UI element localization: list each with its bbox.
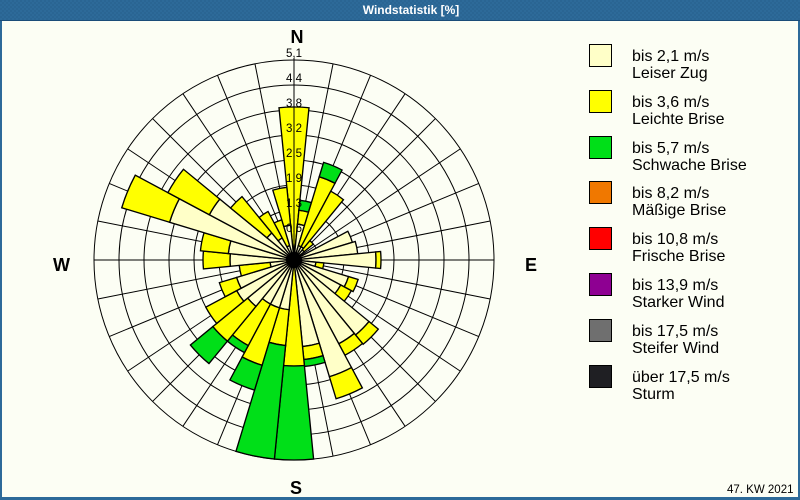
svg-text:0,6: 0,6 [286, 223, 302, 235]
svg-text:4,4: 4,4 [286, 73, 303, 85]
svg-text:1,3: 1,3 [286, 198, 302, 210]
svg-text:2,5: 2,5 [286, 148, 302, 160]
svg-text:1,9: 1,9 [286, 173, 302, 185]
svg-text:3,2: 3,2 [286, 123, 302, 135]
svg-text:3,8: 3,8 [286, 98, 302, 110]
svg-text:5,1: 5,1 [286, 48, 302, 60]
